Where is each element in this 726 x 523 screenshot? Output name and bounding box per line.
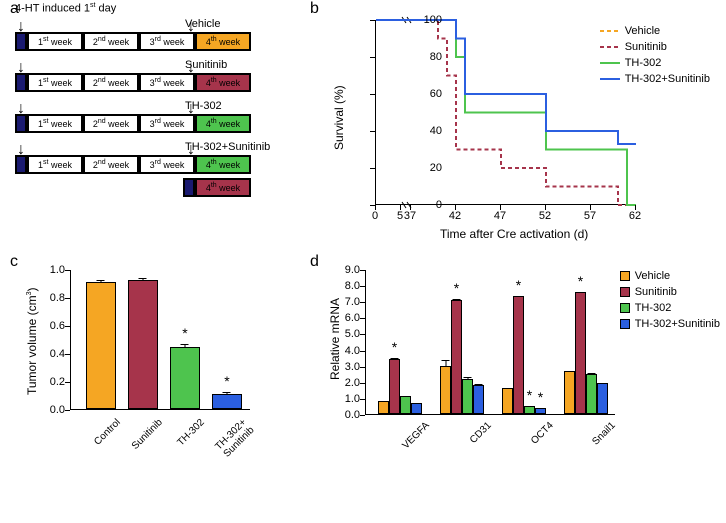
group-label: TH-302 xyxy=(185,100,305,112)
mrna-plot: ****** xyxy=(365,270,615,415)
panel-b: Survival (%) Time after Cre activation (… xyxy=(320,10,710,250)
group-label: TH-302+Sunitinib xyxy=(185,141,305,153)
survival-ylabel: Survival (%) xyxy=(332,85,346,150)
panel-a: 4-HT induced 1st day Vehicle↓↓1st week2n… xyxy=(15,18,305,205)
group-label: Sunitinib xyxy=(185,59,305,71)
survival-plot xyxy=(375,20,635,205)
tumorvol-plot: ** xyxy=(70,270,250,410)
panel-d: Relative mRNA ****** VehicleSunitinibTH-… xyxy=(320,265,720,515)
survival-xlabel: Time after Cre activation (d) xyxy=(440,227,588,241)
tumorvol-ylabel: Tumor volume (cm3) xyxy=(25,288,39,395)
induction-label: 4-HT induced 1st day xyxy=(15,2,116,15)
panel-c: Tumor volume (cm3) ** 0.00.20.40.60.81.0… xyxy=(15,265,295,515)
panel-d-label: d xyxy=(310,253,319,271)
group-label: Vehicle xyxy=(185,18,305,30)
panel-b-label: b xyxy=(310,0,319,18)
survival-legend: VehicleSunitinibTH-302TH-302+Sunitinib xyxy=(600,25,710,89)
mrna-ylabel: Relative mRNA xyxy=(328,298,342,380)
mrna-legend: VehicleSunitinibTH-302TH-302+Sunitinib xyxy=(620,270,720,334)
